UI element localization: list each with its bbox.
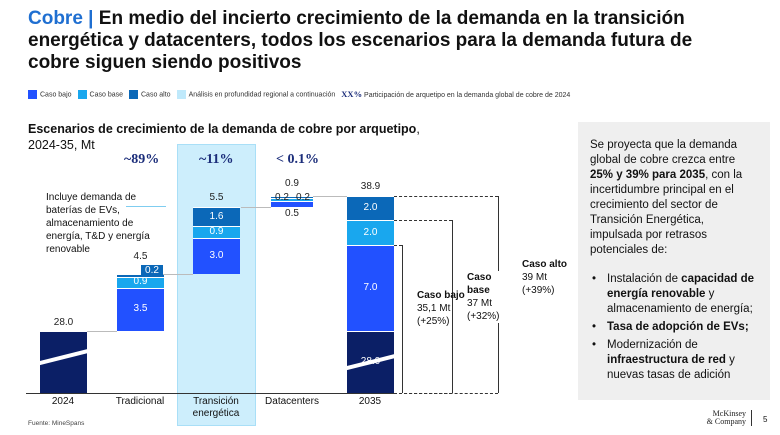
label-dc-base: 0.2 (275, 192, 289, 203)
bracket-alto-bottom (394, 393, 498, 394)
annotation: Incluye demanda de baterías de EVs, alma… (46, 192, 150, 255)
mckinsey-logo: McKinsey & Company (690, 410, 752, 426)
label-trad-alto: 0.2 (141, 265, 163, 277)
source: Fuente: MineSpans (28, 420, 85, 427)
bar-tradicional-caso-base-label: 0.9 (133, 276, 148, 288)
bar-2035-caso-bajo-label: 7.0 (363, 281, 378, 293)
bar-tradicional-caso-base (117, 276, 164, 288)
page-number: 5 (763, 415, 768, 424)
bracket-alto-top (394, 195, 498, 197)
total-tradicional: 4.5 (133, 251, 148, 262)
highlight-band (177, 144, 256, 426)
connector-tradicional (87, 331, 117, 332)
bracket-bajo (402, 244, 404, 393)
bar-transicion-caso-base-label: 0.9 (209, 225, 224, 237)
x-label-tradicional: Tradicional (115, 396, 165, 407)
bar-transicion-caso-bajo (193, 237, 240, 275)
bar-datacenters-caso-bajo (271, 200, 313, 207)
bar-transicion-caso-alto-label: 1.6 (209, 210, 224, 222)
x-label-transicion: Transición energética (192, 396, 240, 419)
chart-title: Escenarios de crecimiento de la demanda … (28, 122, 420, 152)
total-2035: 38.9 (360, 180, 381, 192)
bracket-bajo-top (394, 244, 402, 246)
bar-datacenters-caso-alto (271, 195, 313, 199)
bar-tradicional-caso-alto (117, 274, 164, 277)
insight-text: Se proyecta que la demanda global de cob… (590, 139, 743, 256)
bar-2035-caso-bajo (347, 244, 394, 331)
connector-transicion (163, 274, 193, 276)
total-datacenters: 0.9 (285, 178, 299, 189)
legend-base: Caso base (77, 89, 123, 99)
bar-tradicional-caso-bajo-label: 3.5 (133, 303, 148, 315)
x-axis (26, 393, 396, 395)
bar-transicion-caso-base (193, 226, 240, 238)
label-dc-bajo: 0.5 (285, 208, 299, 219)
bar-transicion-caso-alto (193, 206, 240, 227)
total-transicion: 5.5 (209, 191, 224, 203)
x-label-2024: 2024 (51, 396, 75, 407)
total-2024: 28.0 (53, 317, 74, 328)
annotation-line (126, 206, 166, 207)
bullet-red: Modernización de infraestructura de red … (590, 338, 758, 383)
connector-datacenters (241, 206, 271, 208)
legend-alto: Caso alto (129, 89, 171, 99)
bar-2035-caso-alto (347, 195, 394, 221)
bracket-base-top (394, 220, 452, 222)
x-label-2035: 2035 (358, 396, 382, 407)
label-dc-alto: 0.2 (296, 192, 310, 203)
scenario-base: Caso base 37 Mt (+32%) (467, 271, 507, 323)
scenario-bajo: Caso bajo 35,1 Mt (+25%) (417, 290, 465, 327)
insight-panel: Se proyecta que la demanda global de cob… (578, 122, 770, 400)
legend-highlight: Análisis en profundidad regional a conti… (176, 89, 335, 99)
legend-bajo: Caso bajo (28, 89, 72, 99)
legend: Caso bajo Caso base Caso alto Análisis e… (28, 89, 570, 99)
bar-tradicional-caso-bajo (117, 287, 164, 331)
bracket-base (452, 220, 454, 393)
slide-title: Cobre | En medio del incierto crecimient… (28, 8, 693, 73)
bar-2035-caso-alto-label: 2.0 (363, 202, 378, 213)
bullet-evs: Tasa de adopción de EVs; (590, 320, 758, 335)
bar-datacenters-caso-base (271, 198, 313, 201)
share-datacenters: < 0.1% (276, 152, 319, 167)
x-label-datacenters: Datacenters (265, 396, 319, 407)
bar-2035-caso-base-label: 2.0 (363, 226, 378, 238)
share-transicion: ~11% (199, 152, 234, 167)
scenario-alto: Caso alto 39 Mt (+39%) (522, 258, 568, 297)
bar-2035-caso-base (347, 220, 394, 245)
bullet-renovable: Instalación de capacidad de energía reno… (590, 272, 758, 317)
share-tradicional: ~89% (124, 152, 160, 167)
legend-share: XX% Participación de arquetipo en la dem… (341, 89, 571, 99)
bar-transicion-caso-bajo-label: 3.0 (209, 249, 224, 261)
connector-2035 (313, 195, 347, 197)
